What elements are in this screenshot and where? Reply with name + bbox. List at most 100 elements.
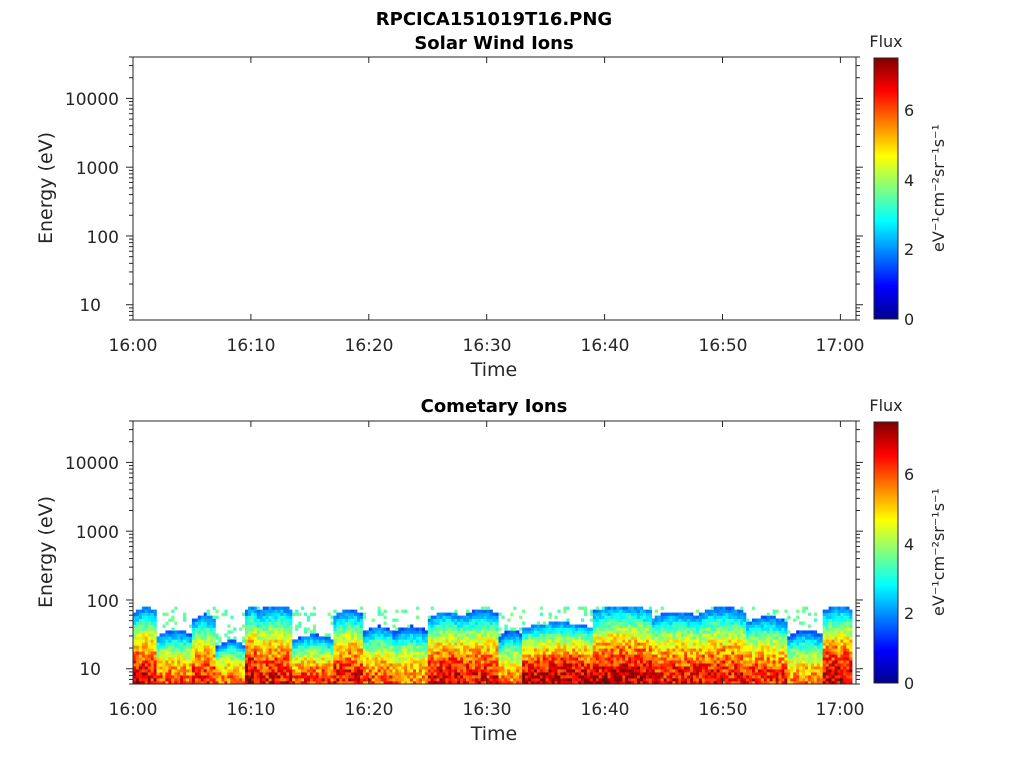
heatmap-cell: [309, 675, 314, 679]
heatmap-cell: [498, 654, 502, 658]
heatmap-cell: [274, 648, 278, 652]
heatmap-cell: [533, 669, 538, 673]
heatmap-cell: [746, 654, 750, 658]
heatmap-cell: [315, 678, 319, 682]
heatmap-cell: [469, 666, 473, 670]
heatmap-cell: [354, 615, 358, 619]
heatmap-cell: [410, 630, 414, 634]
heatmap-cell: [628, 618, 632, 622]
heatmap-cell: [280, 678, 284, 682]
heatmap-cell: [200, 669, 204, 673]
heatmap-cell: [684, 630, 688, 634]
heatmap-cell: [183, 615, 187, 619]
heatmap-cell: [268, 657, 272, 661]
heatmap-cell: [259, 612, 263, 616]
heatmap-cell: [135, 654, 140, 658]
heatmap-cell: [501, 645, 505, 649]
heatmap-cell: [289, 678, 293, 682]
heatmap-cell: [725, 606, 729, 610]
heatmap-cell: [622, 666, 626, 670]
heatmap-cell: [448, 660, 452, 664]
heatmap-cell: [716, 627, 720, 631]
heatmap-cell: [648, 609, 652, 613]
heatmap-cell: [698, 633, 703, 637]
heatmap-cell: [418, 645, 423, 649]
heatmap-cell: [230, 639, 234, 643]
heatmap-cell: [389, 660, 393, 664]
heatmap-cell: [189, 660, 193, 664]
heatmap-cell: [575, 660, 579, 664]
heatmap-cell: [589, 627, 594, 631]
heatmap-cell: [690, 663, 694, 667]
heatmap-cell: [194, 645, 199, 649]
heatmap-cell: [757, 660, 762, 664]
heatmap-cell: [183, 654, 187, 658]
heatmap-cell: [610, 615, 614, 619]
heatmap-cell: [233, 678, 237, 682]
heatmap-cell: [713, 678, 717, 682]
heatmap-cell: [498, 669, 502, 673]
heatmap-cell: [749, 624, 753, 628]
heatmap-cell: [513, 678, 517, 682]
heatmap-cell: [693, 645, 697, 649]
heatmap-cell: [292, 657, 296, 661]
heatmap-cell: [168, 618, 172, 622]
heatmap-cell: [362, 615, 367, 619]
heatmap-cell: [457, 675, 461, 679]
heatmap-cell: [539, 678, 543, 682]
heatmap-cell: [141, 642, 145, 646]
heatmap-cell: [589, 669, 594, 673]
heatmap-cell: [206, 660, 210, 664]
heatmap-cell: [233, 669, 237, 673]
heatmap-cell: [610, 645, 614, 649]
heatmap-cell: [357, 627, 361, 631]
heatmap-cell: [262, 681, 266, 684]
heatmap-cell: [637, 678, 641, 682]
heatmap-cell: [625, 651, 629, 655]
heatmap-cell: [678, 678, 682, 682]
heatmap-cell: [483, 681, 487, 684]
heatmap-cell: [722, 678, 726, 682]
heatmap-cell: [474, 618, 479, 622]
heatmap-cell: [584, 609, 588, 613]
heatmap-cell: [233, 645, 237, 649]
heatmap-cell: [395, 651, 399, 655]
heatmap-cell: [769, 645, 773, 649]
heatmap-cell: [554, 645, 558, 649]
heatmap-cell: [454, 621, 458, 625]
heatmap-cell: [548, 624, 552, 628]
heatmap-cell: [684, 612, 688, 616]
heatmap-cell: [418, 675, 423, 679]
heatmap-cell: [371, 642, 375, 646]
heatmap-cell: [301, 606, 305, 610]
heatmap-cell: [144, 606, 148, 610]
heatmap-cell: [542, 666, 546, 670]
heatmap-cell: [348, 636, 352, 640]
heatmap-cell: [262, 642, 266, 646]
heatmap-cell: [581, 636, 585, 640]
heatmap-cell: [454, 609, 458, 613]
heatmap-cell: [191, 642, 196, 646]
heatmap-cell: [286, 606, 290, 610]
heatmap-cell: [474, 651, 479, 655]
heatmap-cell: [224, 663, 228, 667]
heatmap-cell: [480, 627, 484, 631]
heatmap-cell: [519, 672, 523, 676]
heatmap-cell: [442, 681, 446, 684]
heatmap-cell: [619, 633, 623, 637]
heatmap-cell: [445, 675, 449, 679]
x-tick-label: 17:00: [816, 336, 865, 356]
x-tick-label: 16:30: [463, 336, 512, 356]
heatmap-cell: [572, 675, 576, 679]
heatmap-cell: [581, 666, 585, 670]
heatmap-cell: [542, 678, 546, 682]
heatmap-cell: [545, 645, 549, 649]
heatmap-cell: [536, 621, 540, 625]
heatmap-cell: [492, 657, 496, 661]
heatmap-cell: [598, 621, 602, 625]
heatmap-cell: [642, 615, 647, 619]
heatmap-cell: [395, 639, 399, 643]
heatmap-cell: [445, 645, 449, 649]
heatmap-cell: [312, 672, 316, 676]
heatmap-cell: [693, 627, 697, 631]
